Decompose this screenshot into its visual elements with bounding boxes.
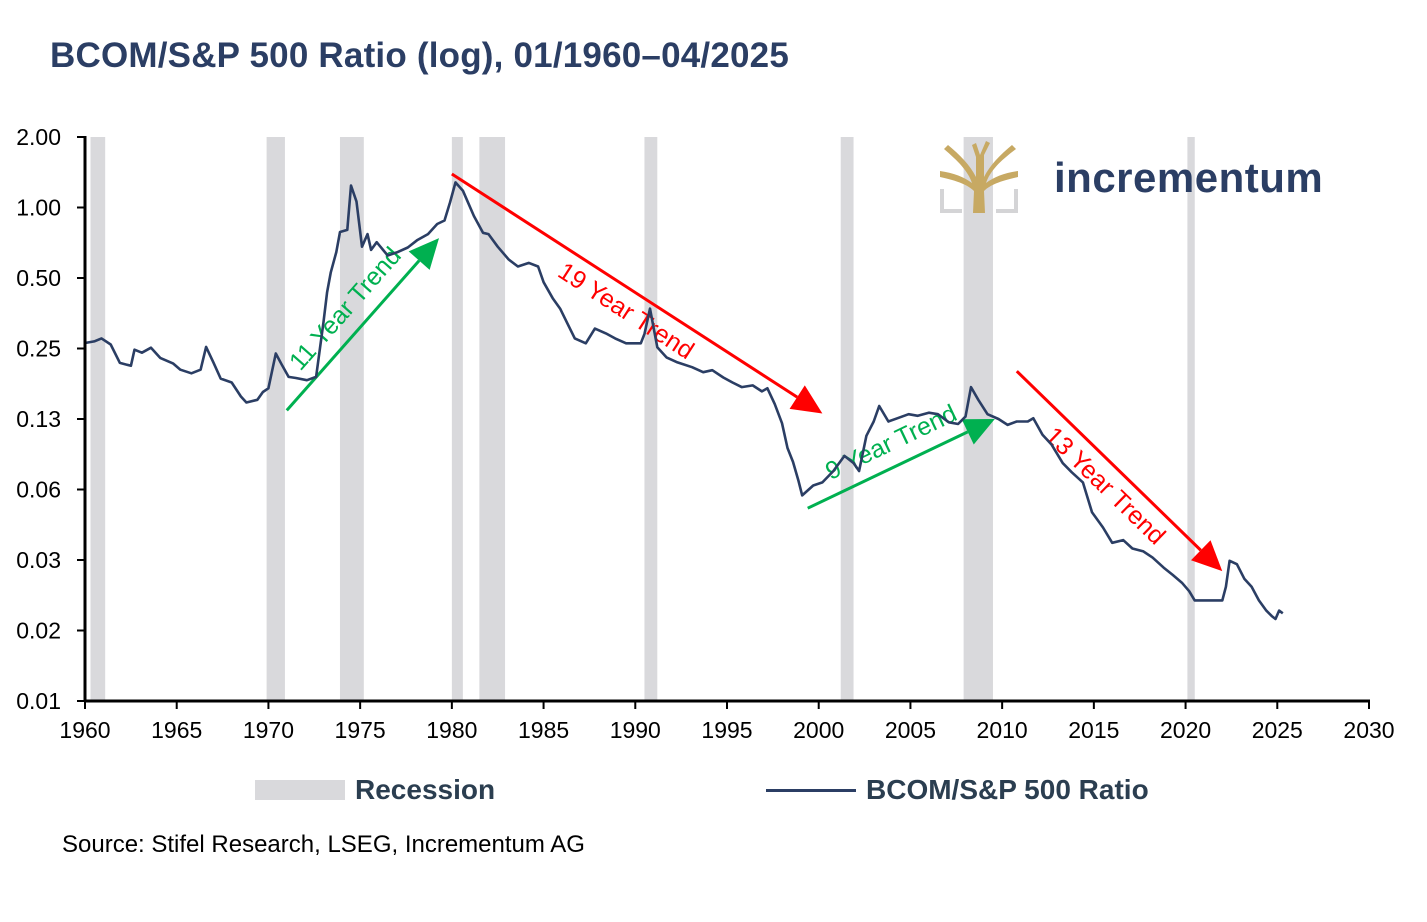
x-tick-label: 2015: [1068, 717, 1119, 743]
recession-bands: [90, 137, 1195, 701]
trend-arrow-line: [807, 430, 969, 510]
trend-arrow-line: [1015, 370, 1202, 552]
y-tick-label: 2.00: [16, 124, 61, 150]
tree-icon: [940, 140, 1018, 213]
chart-title: BCOM/S&P 500 Ratio (log), 01/1960–04/202…: [50, 36, 789, 75]
recession-band: [90, 137, 106, 701]
y-tick-label: 1.00: [16, 195, 61, 221]
y-tick-label: 0.03: [16, 547, 61, 573]
y-tick-label: 0.02: [16, 618, 61, 644]
trend-arrow-head: [408, 238, 440, 270]
y-tick-label: 0.06: [16, 477, 61, 503]
x-tick-label: 1965: [151, 717, 202, 743]
x-tick-label: 1975: [335, 717, 386, 743]
x-tick-label: 1970: [243, 717, 294, 743]
x-tick-label: 1960: [59, 717, 110, 743]
axes: 2.00 1.00 0.50 0.25 0.13 0.06 0.03 0.02 0.01 1960…: [16, 124, 1394, 743]
y-tick-label: 0.01: [16, 688, 61, 714]
recession-band: [963, 137, 993, 701]
trend-label: 19 Year Trend: [553, 257, 699, 365]
x-tick-label: 1995: [701, 717, 752, 743]
legend-label-recession: Recession: [355, 774, 496, 805]
y-tick-label: 0.50: [16, 265, 61, 291]
incrementum-logo: incrementum: [940, 140, 1370, 215]
trend-arrow-line: [451, 172, 799, 399]
legend-swatch-recession: [255, 780, 345, 800]
source-note: Source: Stifel Research, LSEG, Increment…: [62, 831, 585, 858]
x-tick-label: 2025: [1252, 717, 1303, 743]
x-tick-label: 2000: [793, 717, 844, 743]
x-tick-label: 2005: [885, 717, 936, 743]
trend-arrow-head: [1190, 540, 1223, 572]
x-tick-label: 2030: [1343, 717, 1394, 743]
y-tick-label: 0.13: [16, 406, 61, 432]
x-tick-label: 1990: [610, 717, 661, 743]
x-tick-label: 2010: [977, 717, 1028, 743]
x-tick-label: 1980: [426, 717, 477, 743]
legend-swatch-ratio: [766, 788, 856, 792]
recession-band: [1187, 137, 1195, 701]
trend-arrow-line: [285, 259, 421, 412]
legend-item-recession: Recession: [255, 770, 495, 810]
legend-item-ratio: BCOM/S&P 500 Ratio: [766, 770, 1149, 810]
recession-band: [840, 137, 854, 701]
x-tick-label: 2020: [1160, 717, 1211, 743]
legend-label-ratio: BCOM/S&P 500 Ratio: [866, 774, 1149, 805]
recession-band: [644, 137, 658, 701]
trend-arrow-head: [789, 385, 823, 414]
y-tick-label: 0.25: [16, 336, 61, 362]
recession-band: [451, 137, 463, 701]
trend-arrow-head: [961, 419, 995, 445]
series-line-bcom-sp500: [84, 181, 1284, 621]
logo-text: incrementum: [1054, 153, 1324, 201]
x-tick-label: 1985: [518, 717, 569, 743]
recession-band: [266, 137, 285, 701]
recession-band: [479, 137, 506, 701]
recession-band: [339, 137, 364, 701]
